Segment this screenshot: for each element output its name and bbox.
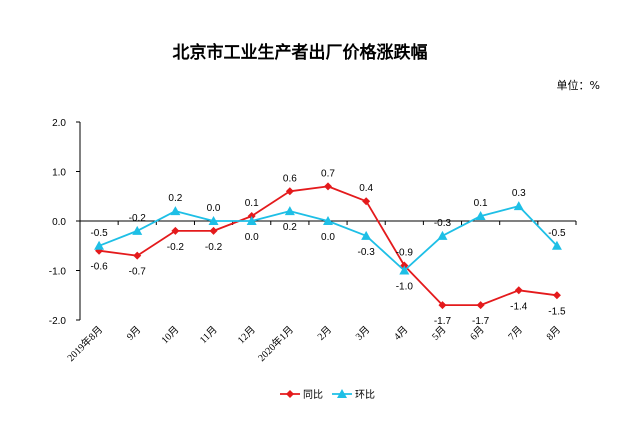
y-tick-label: -1.0 [49, 267, 67, 278]
series-point [208, 216, 219, 225]
legend: 同比 环比 [280, 389, 375, 401]
data-label: -0.5 [548, 228, 566, 239]
data-label: -0.3 [434, 218, 452, 229]
data-label: -0.2 [129, 213, 147, 224]
x-tick-label: 4月 [391, 324, 410, 343]
data-label: -0.2 [205, 242, 223, 253]
series-point [362, 197, 371, 206]
data-label: -1.7 [472, 316, 490, 327]
series-point [513, 201, 524, 211]
series-point [132, 225, 143, 235]
data-label: -1.0 [396, 282, 414, 293]
series-point [94, 240, 105, 250]
data-label: -1.7 [434, 316, 452, 327]
series-point [133, 251, 142, 260]
x-tick-label: 2月 [315, 324, 334, 343]
x-tick-label: 2020年1月 [255, 323, 296, 364]
series-point [324, 182, 332, 191]
x-tick-label: 8月 [544, 324, 563, 343]
data-label: -0.2 [167, 242, 185, 253]
x-tick-label: 11月 [197, 324, 219, 346]
x-tick-label: 9月 [124, 324, 143, 343]
series-markers [94, 182, 562, 310]
x-tick-label: 2019年8月 [64, 323, 105, 364]
x-tick-label: 3月 [353, 324, 372, 343]
series-point [170, 206, 181, 216]
series-point [437, 230, 448, 240]
x-tick-label: 12月 [235, 324, 258, 347]
data-label: 0.0 [245, 232, 259, 243]
y-tick-label: 0.0 [52, 217, 66, 228]
data-label: -1.4 [510, 301, 528, 312]
data-label: -1.5 [548, 306, 566, 317]
series-point [551, 240, 562, 250]
data-label: -0.5 [90, 228, 108, 239]
series-point [476, 301, 485, 310]
series-point [552, 291, 561, 300]
chart-title: 北京市工业生产者出厂价格涨跌幅 [173, 42, 428, 63]
data-label: 0.4 [359, 183, 373, 194]
series-point [246, 216, 257, 225]
data-label: 0.0 [321, 232, 335, 243]
legend-marker [286, 390, 294, 398]
y-tick-label: 1.0 [52, 168, 66, 179]
data-labels: -0.6 -0.5 -0.7 -0.2 -0.2 0.2 -0.2 0.0 0.1 0.0 0.6 0… [90, 168, 566, 327]
data-label: 0.2 [168, 193, 182, 204]
series-point [209, 226, 218, 235]
y-tick-label: -2.0 [49, 316, 67, 327]
data-label: 0.2 [283, 222, 297, 233]
series-point [438, 301, 447, 310]
data-label: 0.1 [474, 198, 488, 209]
series-point [323, 216, 333, 225]
data-label: -0.6 [90, 262, 108, 273]
x-tick-label: 7月 [506, 324, 525, 343]
legend-label: 环比 [355, 389, 375, 401]
data-label: 0.3 [512, 188, 526, 199]
data-label: -0.9 [396, 248, 414, 259]
series-point [399, 265, 410, 275]
data-label: 0.1 [245, 198, 259, 209]
legend-marker [337, 389, 347, 398]
unit-label: 单位：% [557, 78, 600, 92]
x-tick-label: 10月 [159, 324, 182, 347]
series-point [514, 286, 523, 295]
legend-label: 同比 [303, 389, 323, 401]
series-point [475, 211, 486, 221]
series-point [361, 230, 372, 240]
series-point [171, 226, 180, 235]
data-label: 0.6 [283, 173, 297, 184]
data-label: 0.7 [321, 168, 335, 179]
data-label: 0.0 [207, 203, 221, 214]
series-point [285, 187, 294, 196]
series-point [284, 206, 295, 216]
data-label: -0.3 [358, 247, 376, 258]
data-label: -0.7 [129, 267, 147, 278]
y-tick-label: 2.0 [52, 118, 66, 129]
